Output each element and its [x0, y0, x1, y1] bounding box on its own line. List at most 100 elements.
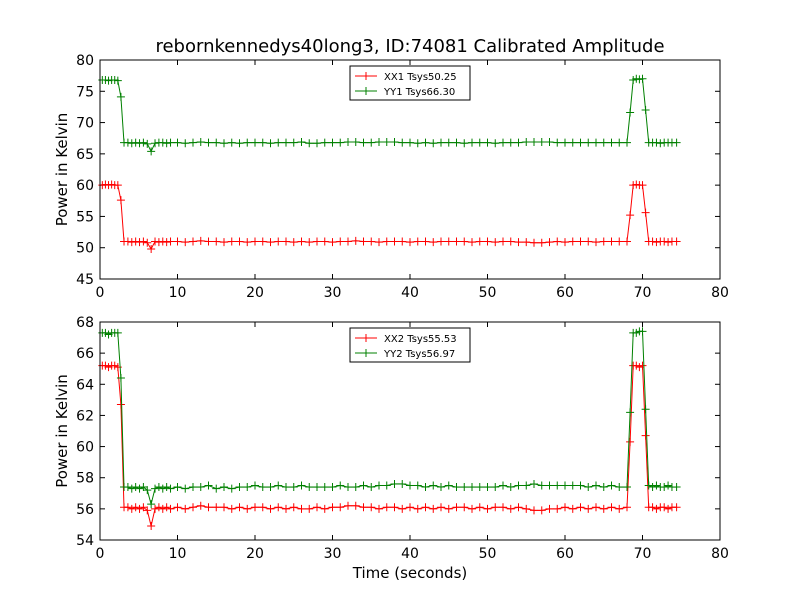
data-point-marker: [460, 503, 469, 512]
data-point-marker: [227, 237, 236, 246]
data-point-marker: [313, 503, 321, 512]
data-point-marker: [429, 481, 438, 490]
data-point-marker: [359, 503, 368, 512]
data-point-marker: [553, 481, 562, 490]
data-point-marker: [468, 138, 476, 147]
data-point-marker: [328, 503, 337, 512]
data-point-marker: [444, 504, 453, 513]
data-point-marker: [127, 238, 136, 247]
data-point-marker: [545, 137, 554, 146]
data-point-marker: [468, 238, 476, 247]
data-point-marker: [652, 481, 661, 490]
plot-frame: [99, 59, 721, 280]
data-point-marker: [641, 405, 650, 414]
data-point-marker: [313, 483, 321, 492]
data-point-marker: [491, 503, 500, 512]
data-point-marker: [113, 76, 122, 85]
data-point-marker: [158, 504, 167, 513]
data-point-marker: [344, 483, 352, 492]
data-point-marker: [413, 237, 422, 246]
data-point-marker: [154, 238, 163, 247]
y-tick-label: 58: [76, 471, 94, 487]
data-point-marker: [452, 138, 461, 147]
data-point-marker: [151, 237, 160, 246]
data-point-marker: [413, 504, 422, 513]
data-point-marker: [660, 237, 669, 246]
data-point-marker: [652, 138, 661, 147]
legend-marker: [362, 349, 370, 357]
data-point-marker: [398, 138, 407, 147]
data-point-marker: [660, 503, 669, 512]
data-point-marker: [127, 139, 136, 148]
data-point-marker: [406, 138, 414, 147]
data-point-marker: [421, 138, 430, 147]
x-tick-label: 20: [246, 546, 264, 562]
y-tick-label: 70: [76, 116, 94, 132]
data-point-marker: [656, 139, 665, 148]
data-point-marker: [584, 237, 593, 246]
data-point-marker: [652, 238, 661, 247]
data-point-marker: [158, 138, 167, 147]
data-point-marker: [243, 238, 252, 247]
legend-label: XX1 Tsys50.25: [384, 72, 457, 83]
data-point-marker: [143, 506, 152, 515]
data-point-marker: [123, 483, 132, 492]
data-point-marker: [320, 237, 329, 246]
data-point-marker: [468, 504, 476, 513]
data-point-marker: [235, 503, 244, 512]
data-point-marker: [648, 483, 657, 492]
data-point-marker: [289, 483, 298, 492]
legend-label: XX2 Tsys55.53: [384, 334, 457, 345]
data-point-marker: [147, 500, 156, 509]
data-point-marker: [204, 481, 213, 490]
data-point-marker: [506, 504, 515, 513]
data-point-marker: [297, 137, 306, 146]
data-point-marker: [429, 238, 438, 247]
data-point-marker: [336, 481, 345, 490]
data-point-marker: [313, 139, 321, 148]
data-point-marker: [173, 237, 182, 246]
data-point-marker: [336, 138, 345, 147]
data-point-marker: [623, 483, 631, 492]
data-point-marker: [607, 503, 616, 512]
data-point-marker: [320, 504, 329, 513]
x-tick-label: 30: [324, 546, 342, 562]
data-point-marker: [131, 483, 140, 492]
data-point-marker: [116, 400, 125, 409]
data-point-marker: [151, 484, 160, 493]
data-point-marker: [615, 504, 624, 513]
data-point-marker: [626, 408, 635, 417]
data-point-marker: [351, 483, 360, 492]
y-tick-label: 56: [76, 502, 94, 518]
x-tick-label: 10: [169, 546, 187, 562]
data-point-marker: [537, 506, 546, 515]
data-point-marker: [468, 483, 476, 492]
data-point-marker: [147, 147, 156, 156]
x-tick-label: 80: [711, 546, 729, 562]
data-point-marker: [367, 503, 376, 512]
data-point-marker: [367, 138, 376, 147]
data-point-marker: [235, 139, 244, 148]
data-point-marker: [626, 211, 635, 220]
data-point-marker: [181, 484, 190, 493]
data-point-marker: [173, 483, 182, 492]
data-point-marker: [189, 503, 197, 512]
data-point-marker: [131, 503, 140, 512]
data-point-marker: [158, 484, 167, 493]
data-point-marker: [545, 504, 554, 513]
data-point-marker: [444, 138, 453, 147]
data-point-marker: [258, 237, 267, 246]
data-point-marker: [491, 238, 500, 247]
data-point-marker: [162, 139, 171, 148]
legend-box: [349, 327, 471, 363]
y-tick-label: 80: [76, 53, 94, 69]
data-point-marker: [282, 237, 290, 246]
data-point-marker: [204, 503, 213, 512]
data-point-marker: [576, 503, 585, 512]
data-point-marker: [266, 139, 275, 148]
data-point-marker: [545, 238, 554, 247]
data-point-marker: [162, 503, 171, 512]
data-point-marker: [375, 137, 383, 146]
data-point-marker: [220, 503, 228, 512]
legend-box: [349, 65, 471, 101]
